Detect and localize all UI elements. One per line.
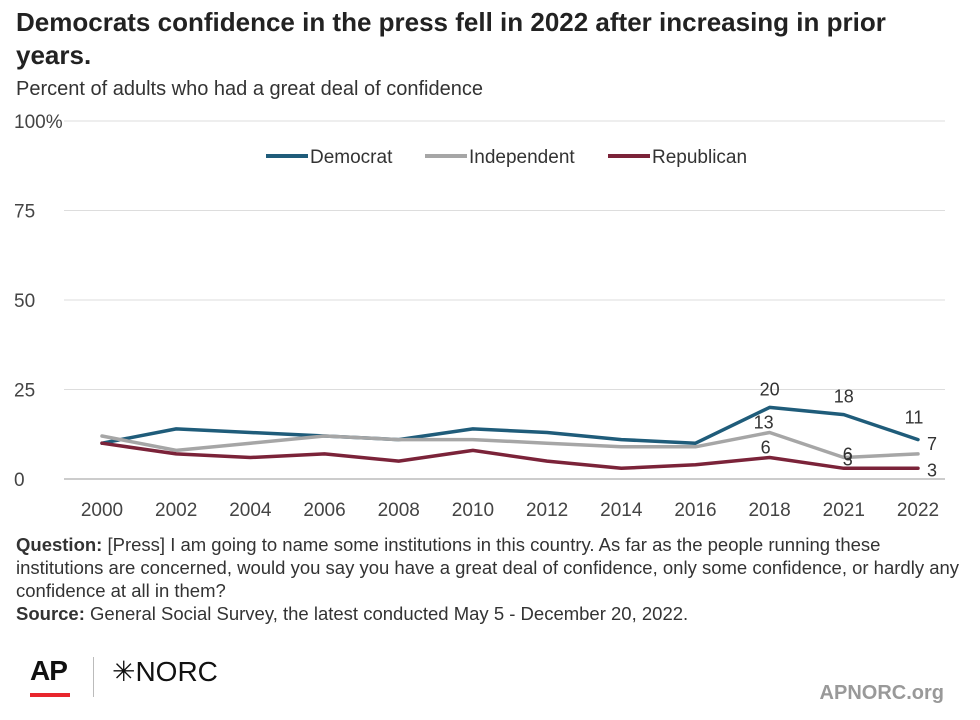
y-tick-label: 75 bbox=[14, 202, 35, 223]
data-label: 3 bbox=[927, 460, 937, 480]
norc-logo: ✳NORC bbox=[112, 656, 218, 687]
data-label: 7 bbox=[927, 434, 937, 454]
series-line-democrat bbox=[100, 405, 920, 445]
y-tick-label: 50 bbox=[14, 291, 35, 312]
y-tick-label: 100% bbox=[14, 112, 63, 133]
data-label: 13 bbox=[754, 412, 774, 432]
data-label: 6 bbox=[843, 445, 853, 465]
x-tick-label: 2002 bbox=[155, 500, 197, 520]
chart-title: Democrats confidence in the press fell i… bbox=[16, 7, 886, 70]
x-tick-label: 2021 bbox=[823, 500, 865, 520]
site-link[interactable]: APNORC.org bbox=[819, 682, 944, 704]
chart-notes: Question: [Press] I am going to name som… bbox=[16, 533, 966, 625]
x-tick-label: 2012 bbox=[526, 500, 568, 520]
data-label: 11 bbox=[905, 408, 924, 428]
series-line-independent bbox=[100, 430, 920, 460]
x-tick-label: 2016 bbox=[674, 500, 716, 520]
x-tick-label: 2010 bbox=[452, 500, 494, 520]
series-line-republican bbox=[100, 441, 920, 471]
question-label: Question: bbox=[16, 534, 103, 555]
x-tick-label: 2014 bbox=[600, 500, 643, 520]
data-label: 6 bbox=[761, 438, 771, 458]
ap-logo: AP bbox=[30, 655, 68, 686]
chart-subtitle: Percent of adults who had a great deal o… bbox=[16, 78, 483, 100]
data-label: 18 bbox=[834, 387, 854, 407]
question-text: [Press] I am going to name some institut… bbox=[16, 534, 960, 601]
x-tick-label: 2008 bbox=[378, 500, 420, 520]
y-tick-label: 0 bbox=[14, 470, 25, 491]
question-note: Question: [Press] I am going to name som… bbox=[16, 533, 966, 602]
legend-label-republican: Republican bbox=[652, 147, 747, 168]
logo-divider bbox=[93, 657, 94, 697]
legend-label-independent: Independent bbox=[469, 147, 575, 168]
x-tick-label: 2006 bbox=[303, 500, 345, 520]
source-label: Source: bbox=[16, 603, 85, 624]
x-tick-label: 2018 bbox=[748, 500, 790, 520]
ap-logo-underline bbox=[30, 693, 70, 697]
x-tick-label: 2000 bbox=[81, 500, 123, 520]
source-text: General Social Survey, the latest conduc… bbox=[84, 603, 689, 624]
line-chart: 0 25 50 75 100% 2000 2002 2004 2006 2008 2010 2012 2… bbox=[14, 112, 945, 520]
y-tick-label: 25 bbox=[14, 381, 35, 402]
x-tick-label: 2004 bbox=[229, 500, 272, 520]
x-tick-label: 2022 bbox=[897, 500, 939, 520]
data-label: 20 bbox=[760, 379, 780, 399]
legend-label-democrat: Democrat bbox=[310, 147, 393, 168]
source-note: Source: General Social Survey, the lates… bbox=[16, 602, 966, 625]
data-label: 3 bbox=[843, 449, 853, 469]
